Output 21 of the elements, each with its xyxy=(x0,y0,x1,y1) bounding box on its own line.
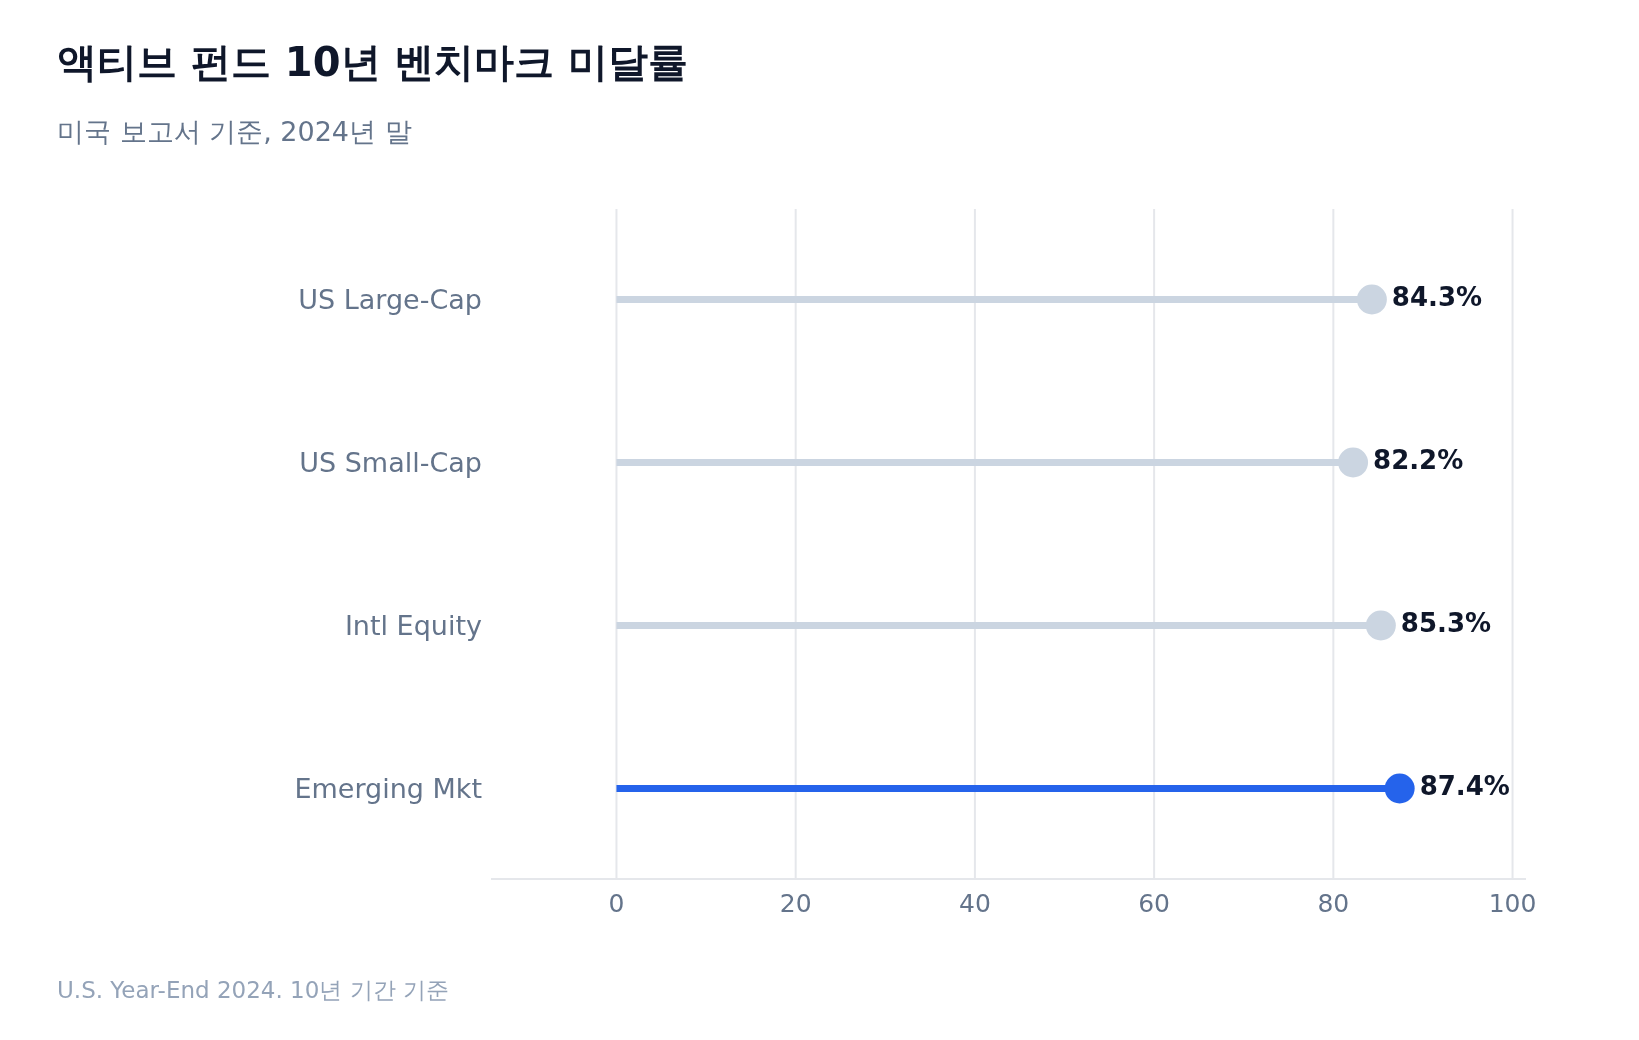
data-label: 84.3% xyxy=(1391,281,1483,312)
y-tick-label: US Large-Cap xyxy=(298,283,482,315)
y-tick-label: US Small-Cap xyxy=(299,446,482,478)
text: U.S. Year-End 2024. 10년 기간 기준 xyxy=(57,977,449,1003)
point xyxy=(1384,773,1415,804)
data-label: 85.3% xyxy=(1400,607,1492,638)
y-tick-label: Intl Equity xyxy=(344,609,483,641)
data-label: 87.4% xyxy=(1419,770,1510,801)
point xyxy=(1356,284,1387,315)
point xyxy=(1338,447,1369,478)
x-tick-label: 0 xyxy=(608,889,625,918)
x-tick-label: 40 xyxy=(958,889,991,918)
text: 미국 보고서 기준, 2024년 말 xyxy=(57,116,412,147)
data-label: 82.2% xyxy=(1373,444,1464,475)
y-tick-label: Emerging Mkt xyxy=(294,772,482,804)
x-tick-label: 80 xyxy=(1317,889,1350,918)
x-tick-label: 100 xyxy=(1488,889,1537,918)
x-tick-label: 20 xyxy=(779,889,812,918)
chart-title: 액티브 펀드 10년 벤치마크 미달률 xyxy=(57,39,689,85)
point xyxy=(1365,610,1396,641)
x-tick-label: 60 xyxy=(1138,889,1171,918)
